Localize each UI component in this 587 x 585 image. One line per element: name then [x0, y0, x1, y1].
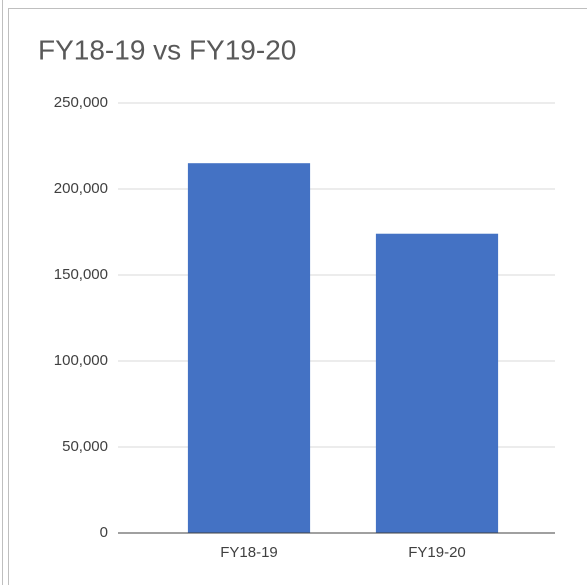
y-tick-label: 250,000	[54, 94, 108, 111]
y-tick-label: 150,000	[54, 266, 108, 283]
chart-frame	[8, 8, 587, 585]
y-tick-label: 0	[100, 524, 108, 541]
y-tick-label: 100,000	[54, 352, 108, 369]
bar	[375, 233, 499, 533]
chart-title: FY18-19 vs FY19-20	[38, 34, 296, 65]
y-tick-label: 50,000	[62, 438, 108, 455]
x-tick-label: FY19-20	[408, 544, 466, 561]
x-tick-label: FY18-19	[220, 544, 278, 561]
y-tick-label: 200,000	[54, 180, 108, 197]
bar	[187, 163, 311, 533]
